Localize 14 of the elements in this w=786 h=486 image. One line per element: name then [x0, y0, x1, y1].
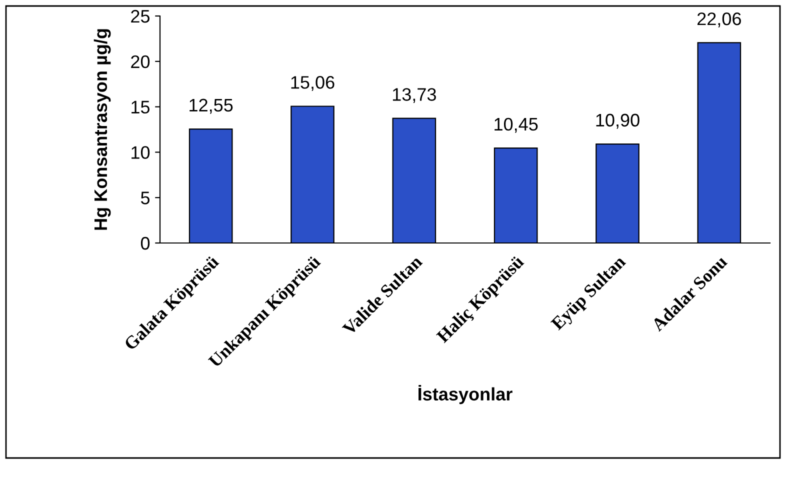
- x-axis-title: İstasyonlar: [418, 384, 512, 404]
- data-label: 12,55: [190, 98, 233, 114]
- data-label: 22,06: [697, 12, 741, 28]
- y-axis-title: Hg Konsantrasyon µg/g: [94, 29, 111, 230]
- y-tick-label: 25: [131, 10, 150, 23]
- y-tick-label: 15: [132, 100, 150, 114]
- data-label: 15,06: [291, 76, 334, 91]
- y-tick-label: 0: [140, 236, 150, 250]
- y-tick-label: 20: [131, 55, 150, 68]
- data-label: 13,73: [392, 88, 436, 104]
- y-tick-label: 10: [132, 146, 150, 159]
- data-label: 10,90: [596, 114, 640, 129]
- y-tick-label: 5: [140, 192, 150, 204]
- data-label: 10,45: [494, 118, 538, 133]
